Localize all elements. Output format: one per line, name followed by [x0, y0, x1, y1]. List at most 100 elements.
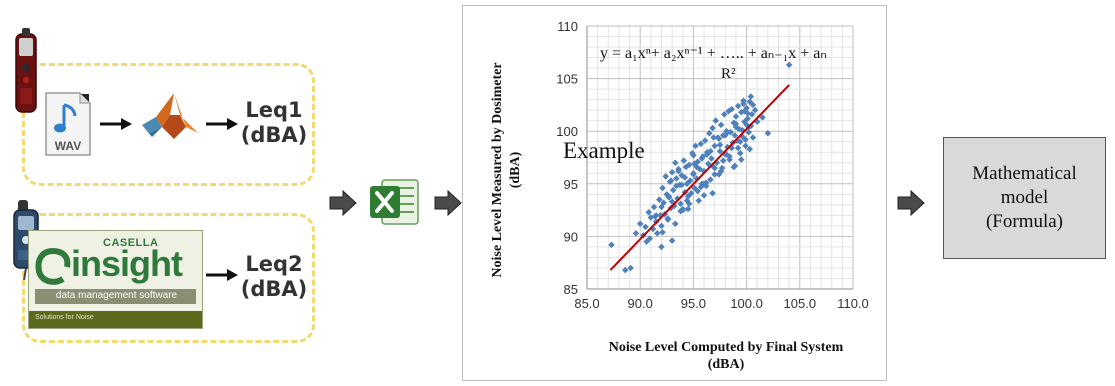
scatter-chart-svg: 85.0 90.0 95.0 100.0 105.0 110.0 85 90 95 100 105 1…	[462, 5, 887, 381]
data-point	[716, 141, 724, 149]
data-point	[722, 132, 729, 139]
gray-arrow-icon	[897, 190, 925, 216]
data-point	[697, 140, 705, 148]
r-squared-label: R²	[721, 66, 736, 82]
data-point	[659, 184, 666, 192]
data-point	[731, 132, 739, 139]
x-tick-label: 90.0	[628, 296, 653, 311]
y-tick-label: 95	[564, 177, 578, 192]
leq2-output: Leq2 (dBA)	[238, 252, 310, 302]
data-point	[683, 197, 691, 204]
y-tick-label: 100	[556, 124, 578, 139]
data-point	[679, 206, 687, 214]
data-point	[698, 155, 706, 162]
tagline-bar	[35, 289, 196, 304]
wav-label: WAV	[54, 139, 82, 153]
data-point	[686, 177, 694, 184]
y-tick-label: 110	[557, 19, 578, 34]
insight-brand: insight	[71, 243, 183, 284]
gray-arrow-icon	[434, 190, 462, 216]
trendline	[609, 84, 790, 271]
data-point	[664, 215, 672, 222]
insight-tagline: data management software	[55, 290, 178, 301]
mathematical-model-box: Mathematical model (Formula)	[943, 137, 1106, 259]
x-tick-label: 110.0	[837, 296, 869, 311]
trendline-line	[609, 84, 790, 271]
insight-footer: Solutions for Noise	[35, 314, 94, 321]
data-point	[746, 145, 754, 153]
y-tick-label: 90	[564, 229, 578, 244]
insight-swirl-icon	[35, 248, 71, 285]
data-point	[736, 150, 744, 157]
arrow-icon	[206, 269, 238, 281]
x-tick-label: 95.0	[681, 296, 706, 311]
gray-arrow-icon	[329, 190, 357, 216]
x-axis-label-line2: (dBA)	[708, 357, 745, 372]
chart-ticks: 85.0 90.0 95.0 100.0 105.0 110.0 85 90 95 100 105 1…	[556, 19, 868, 311]
model-line3: (Formula)	[985, 211, 1064, 232]
data-point	[706, 130, 713, 137]
y-tick-label: 85	[564, 282, 578, 297]
data-point	[764, 130, 772, 137]
data-point	[694, 187, 701, 195]
y-axis-label-line2: (dBA)	[508, 151, 523, 188]
y-tick-label: 105	[556, 72, 578, 87]
data-point	[656, 196, 663, 203]
data-point	[744, 115, 751, 122]
dosimeter-red-icon	[15, 28, 37, 113]
data-point	[646, 235, 654, 242]
x-tick-label: 105.0	[784, 296, 817, 311]
casella-brand: CASELLA	[103, 237, 159, 249]
data-point	[642, 223, 649, 231]
chart-axes	[586, 26, 853, 290]
excel-icon	[370, 179, 419, 225]
data-point	[658, 243, 665, 251]
data-point	[685, 161, 693, 169]
data-point	[709, 190, 716, 197]
data-point	[734, 102, 742, 110]
wav-file-icon: WAV	[44, 91, 92, 157]
leq1-unit: (dBA)	[240, 123, 308, 147]
data-point	[636, 220, 644, 228]
data-point	[736, 138, 744, 145]
leq1-output: Leq1 (dBA)	[238, 98, 310, 148]
model-line2: model	[1000, 187, 1049, 208]
data-point	[716, 147, 724, 155]
data-point	[653, 229, 661, 237]
row1-dashed-box	[22, 63, 315, 186]
data-point	[711, 142, 718, 150]
data-point	[681, 174, 689, 181]
x-tick-label: 85.0	[574, 296, 599, 311]
arrow-icon	[100, 118, 132, 130]
data-point	[672, 220, 679, 228]
matlab-logo-icon	[142, 93, 198, 139]
data-point	[659, 228, 666, 236]
data-point	[608, 241, 615, 249]
model-line1: Mathematical	[972, 163, 1077, 184]
formula-label: y = a₁xⁿ+ a₂xⁿ⁻¹ + ….. + aₙ₋₁x + aₙ	[600, 45, 827, 62]
chart-grid	[586, 25, 854, 290]
data-point	[709, 124, 716, 132]
casella-insight-logo: CASELLA insight data management software…	[28, 230, 203, 329]
data-point	[684, 205, 692, 213]
leq2-label: Leq2	[245, 252, 303, 276]
data-point	[678, 181, 685, 189]
data-point	[658, 203, 665, 211]
arrow-icon	[206, 118, 238, 130]
leq1-label: Leq1	[245, 98, 303, 122]
data-point	[703, 151, 711, 158]
data-point	[742, 136, 749, 143]
example-label: Example	[563, 138, 645, 163]
x-tick-label: 100.0	[730, 296, 763, 311]
footer-bar	[29, 311, 202, 328]
leq2-unit: (dBA)	[240, 277, 308, 301]
y-axis-label-line1: Noise Level Measured by Dosimeter	[490, 62, 505, 277]
data-point	[749, 101, 757, 109]
x-axis-label-line1: Noise Level Computed by Final System	[609, 340, 844, 355]
data-point	[734, 144, 742, 152]
data-point	[701, 137, 709, 144]
data-point	[705, 160, 712, 168]
data-point	[650, 203, 658, 211]
data-point	[658, 222, 665, 230]
scatter-chart: 85.0 90.0 95.0 100.0 105.0 110.0 85 90 95 100 105 1…	[462, 5, 887, 381]
